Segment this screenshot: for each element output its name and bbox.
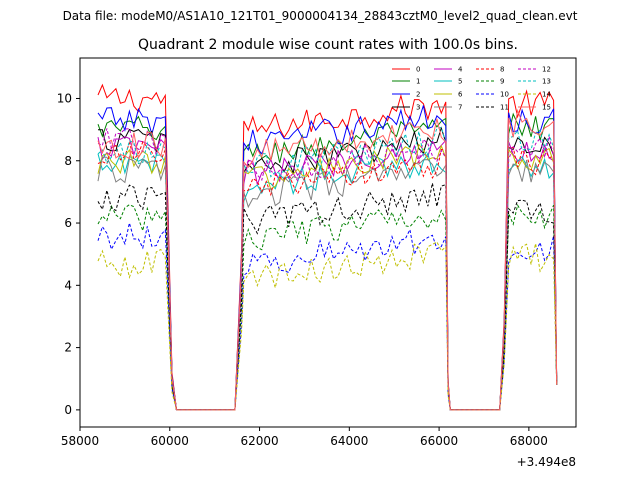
legend-label: 3 [416,104,420,112]
legend-label: 11 [500,104,509,112]
legend-label: 5 [458,78,462,86]
x-tick-label: 68000 [510,434,548,448]
x-tick-label: 66000 [420,434,458,448]
x-offset-label: +3.494e8 [517,455,576,469]
chart-title: Quadrant 2 module wise count rates with … [138,37,518,53]
legend-label: 0 [416,66,420,74]
legend-label: 15 [542,104,551,112]
y-tick-label: 8 [64,154,72,168]
series-line-12 [97,128,558,411]
plot-area-frame [79,57,577,428]
y-tick-label: 0 [64,403,72,417]
x-axis: 58000 60000 62000 64000 66000 68000 [61,427,548,448]
legend-label: 1 [416,78,420,86]
y-axis: 0 2 4 6 8 10 [57,91,80,417]
series-line-15 [97,108,558,411]
legend-label: 10 [500,91,509,99]
x-tick-label: 64000 [330,434,368,448]
chart-subtitle: Data file: modeM0/AS1A10_121T01_90000041… [63,9,578,23]
legend-label: 2 [416,91,420,99]
y-tick-label: 6 [64,216,72,230]
legend-label: 4 [458,66,463,74]
legend-label: 14 [542,91,551,99]
legend-label: 7 [458,104,462,112]
y-tick-label: 10 [57,91,72,105]
x-tick-label: 62000 [240,434,278,448]
legend-label: 6 [458,91,463,99]
legend-label: 9 [500,78,504,86]
y-tick-label: 4 [64,278,72,292]
y-tick-label: 2 [64,341,72,355]
legend-label: 8 [500,66,504,74]
legend-label: 13 [542,78,551,86]
series-line-9 [97,203,558,411]
series-layer [97,83,558,411]
legend-label: 12 [542,66,551,74]
x-tick-label: 60000 [151,434,189,448]
x-tick-label: 58000 [61,434,99,448]
